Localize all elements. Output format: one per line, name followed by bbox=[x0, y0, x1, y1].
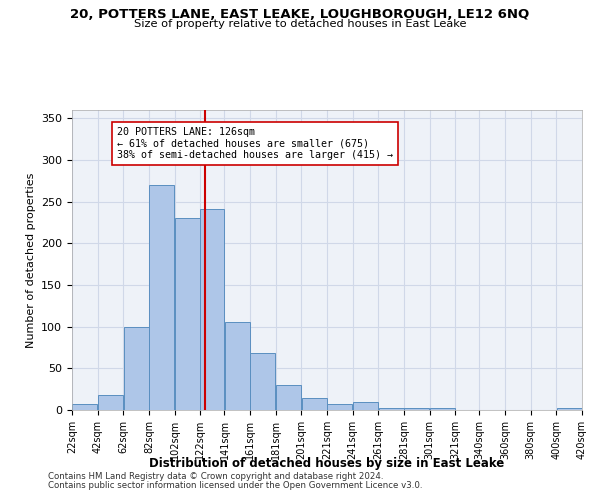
Bar bbox=[557, 408, 581, 410]
Bar bbox=[353, 402, 378, 410]
Bar bbox=[225, 322, 250, 410]
Text: 20 POTTERS LANE: 126sqm
← 61% of detached houses are smaller (675)
38% of semi-d: 20 POTTERS LANE: 126sqm ← 61% of detache… bbox=[117, 126, 393, 160]
Bar bbox=[302, 398, 326, 410]
Text: Contains HM Land Registry data © Crown copyright and database right 2024.: Contains HM Land Registry data © Crown c… bbox=[48, 472, 383, 481]
Text: Size of property relative to detached houses in East Leake: Size of property relative to detached ho… bbox=[134, 19, 466, 29]
Bar bbox=[379, 408, 404, 410]
Bar bbox=[149, 185, 174, 410]
Bar bbox=[276, 385, 301, 410]
Bar bbox=[404, 408, 429, 410]
Bar bbox=[98, 395, 123, 410]
Bar bbox=[200, 209, 224, 410]
Text: Distribution of detached houses by size in East Leake: Distribution of detached houses by size … bbox=[149, 458, 505, 470]
Text: 20, POTTERS LANE, EAST LEAKE, LOUGHBOROUGH, LE12 6NQ: 20, POTTERS LANE, EAST LEAKE, LOUGHBOROU… bbox=[70, 8, 530, 20]
Bar bbox=[430, 408, 455, 410]
Bar bbox=[328, 404, 352, 410]
Bar bbox=[124, 326, 149, 410]
Y-axis label: Number of detached properties: Number of detached properties bbox=[26, 172, 35, 348]
Text: Contains public sector information licensed under the Open Government Licence v3: Contains public sector information licen… bbox=[48, 481, 422, 490]
Bar bbox=[250, 354, 275, 410]
Bar bbox=[73, 404, 97, 410]
Bar bbox=[175, 218, 200, 410]
